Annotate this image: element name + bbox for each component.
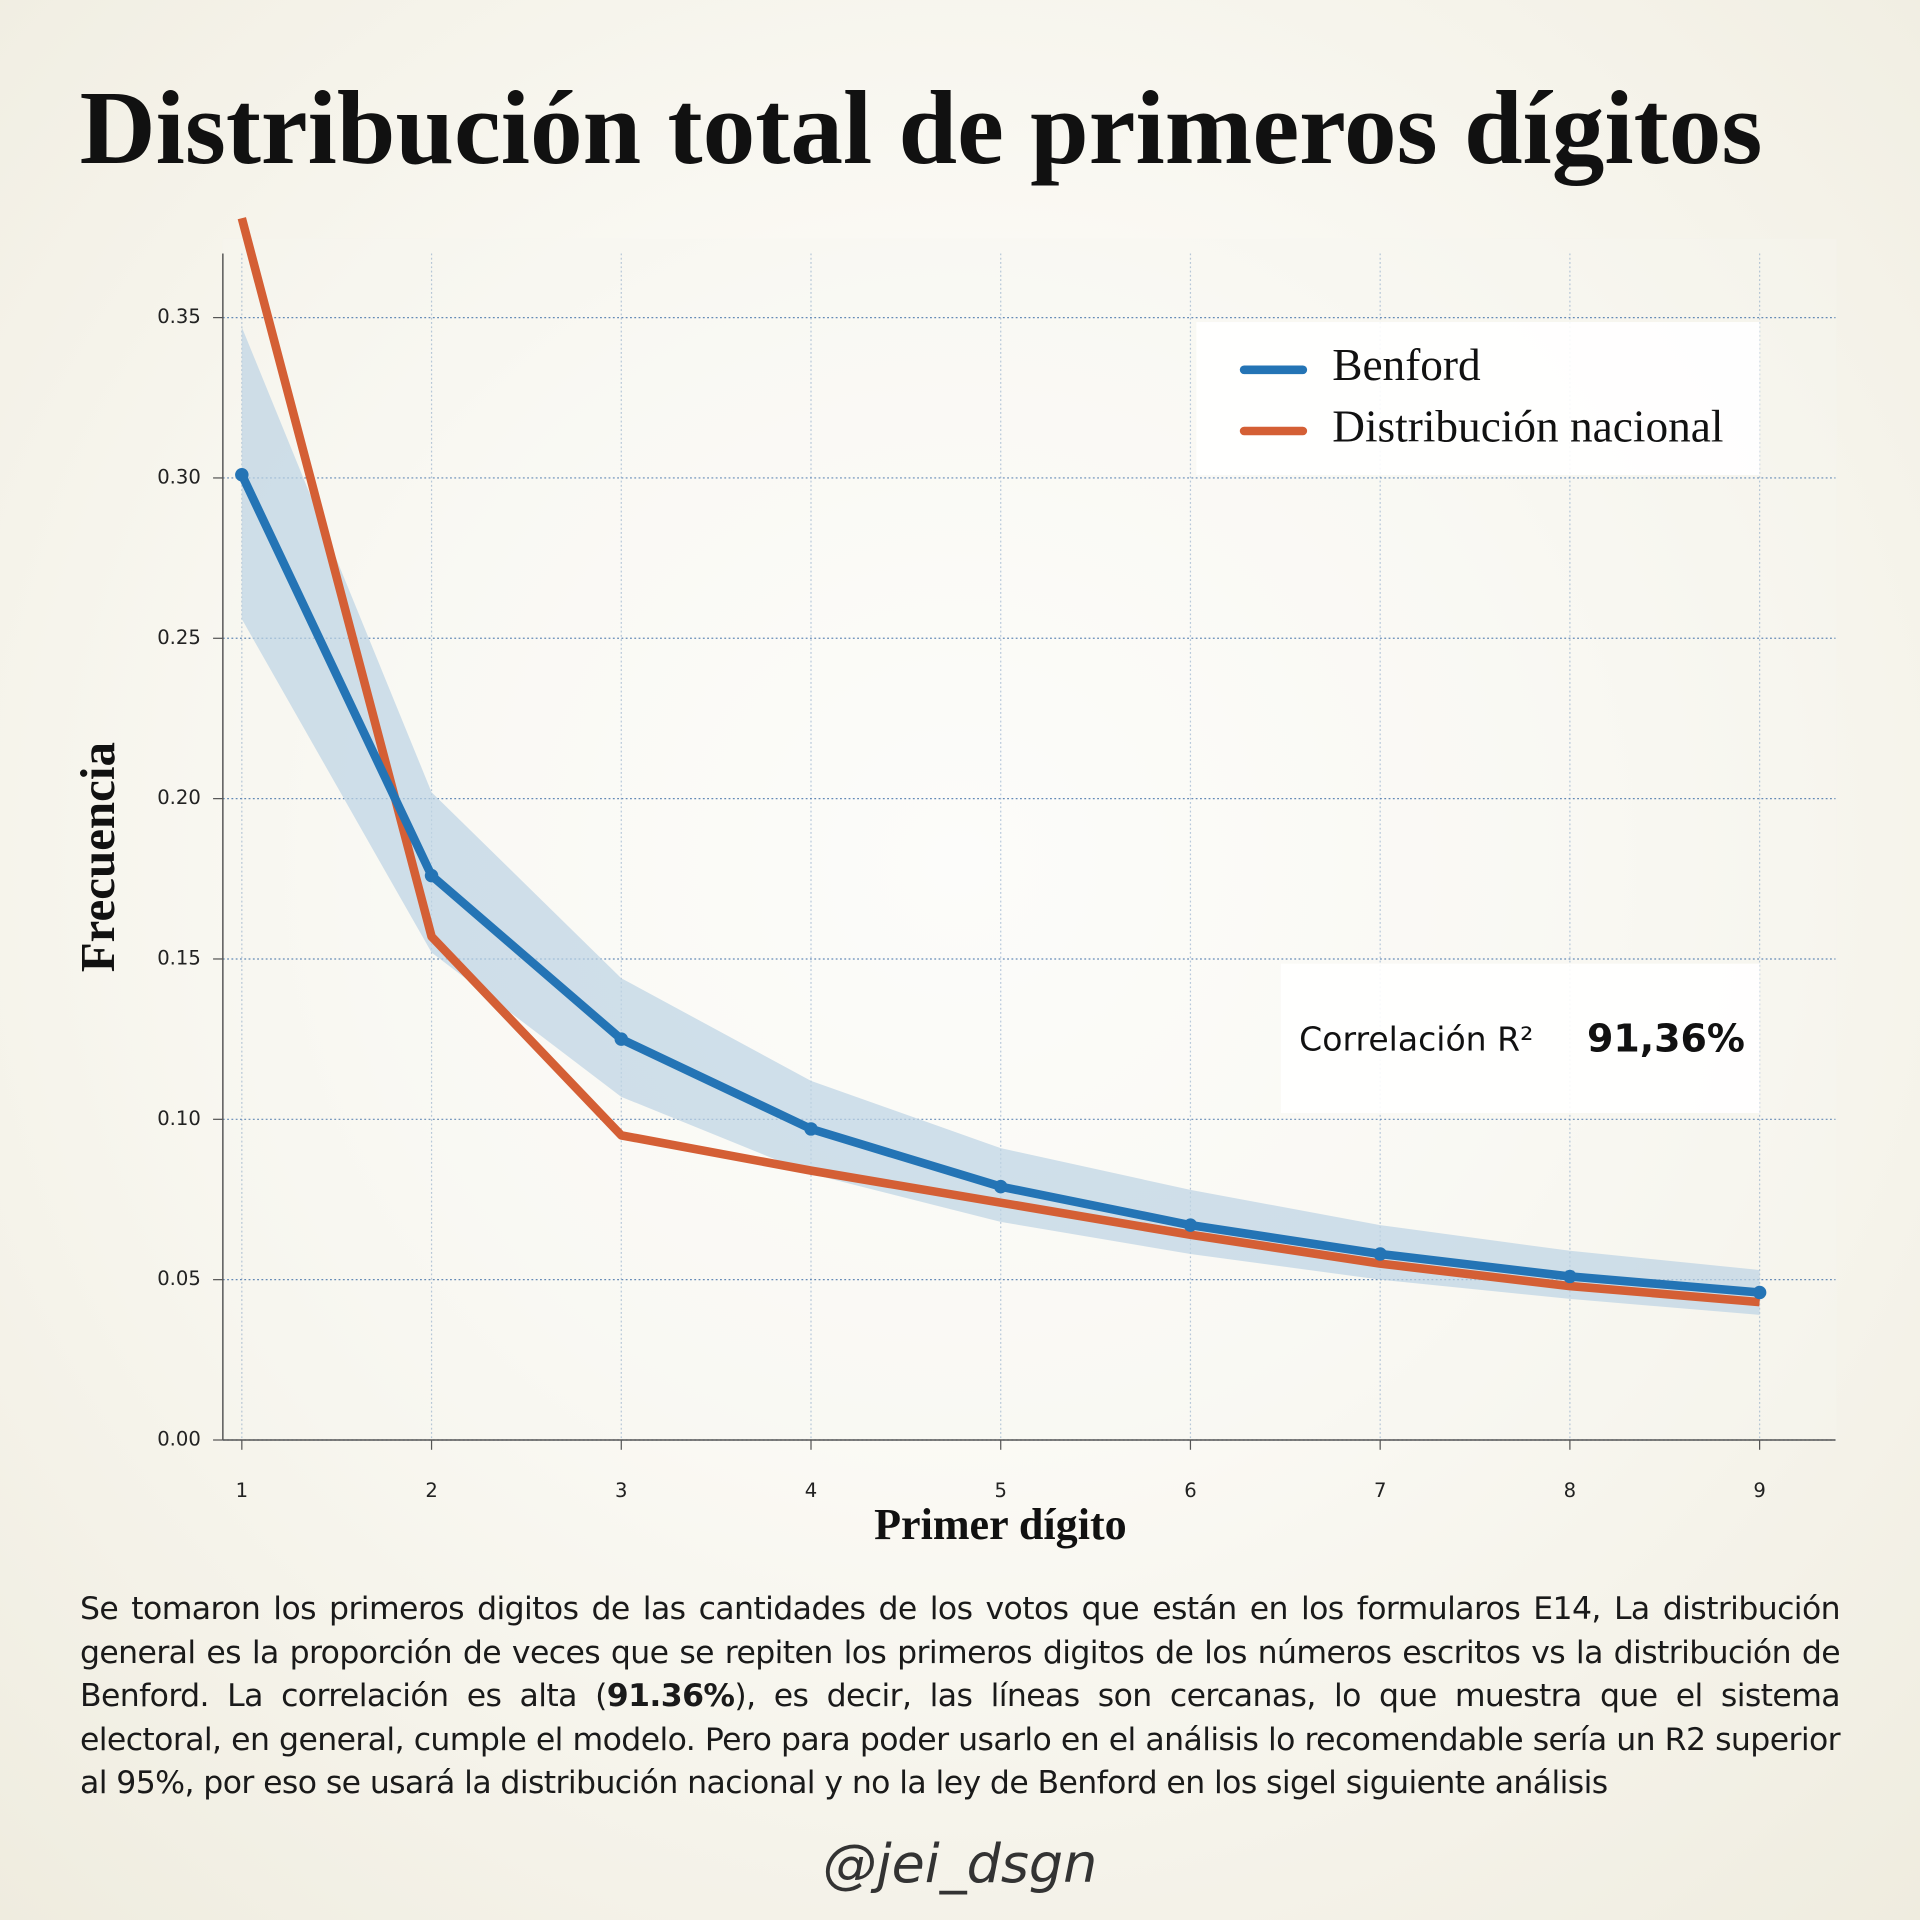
series-line bbox=[237, 217, 1760, 1307]
note-text: Se tomaron los primeros digitos de las c… bbox=[80, 1591, 1841, 1714]
legend-label: Benford bbox=[1332, 340, 1481, 390]
y-tick-label: 0.00 bbox=[157, 1428, 201, 1451]
y-axis-title: Frecuencia bbox=[70, 742, 125, 972]
y-tick-label: 0.25 bbox=[157, 626, 201, 649]
point bbox=[235, 468, 249, 482]
x-axis-title: Primer dígito bbox=[874, 1500, 1127, 1549]
y-tick-label: 0.15 bbox=[157, 946, 201, 969]
x-tick-label: 5 bbox=[994, 1479, 1006, 1502]
point bbox=[1183, 1218, 1198, 1232]
x-tick-label: 2 bbox=[425, 1479, 437, 1502]
x-tick-label: 1 bbox=[236, 1479, 248, 1502]
note: Se tomaron los primeros digitos de las c… bbox=[80, 1588, 1841, 1806]
y-tick-label: 0.30 bbox=[157, 465, 201, 488]
point bbox=[424, 868, 439, 883]
note-text: ), es decir, las líneas son cercanas, lo… bbox=[80, 1678, 1841, 1801]
annotation-box bbox=[1280, 963, 1760, 1114]
confidence-band bbox=[241, 327, 1760, 1315]
annotation-value: 91,36% bbox=[1587, 1016, 1745, 1060]
legend-label: Distribución nacional bbox=[1332, 401, 1723, 451]
point bbox=[1752, 1285, 1767, 1300]
point bbox=[804, 1122, 818, 1136]
chart-title: Distribución total de primeros dígitos bbox=[80, 69, 1763, 186]
x-tick-label: 4 bbox=[805, 1479, 817, 1502]
y-tick-label: 0.10 bbox=[157, 1107, 201, 1130]
x-tick-label: 3 bbox=[615, 1479, 627, 1502]
y-tick-label: 0.20 bbox=[157, 786, 201, 809]
x-tick-label: 9 bbox=[1753, 1479, 1765, 1502]
point bbox=[614, 1032, 629, 1046]
footer: @jei_dsgn bbox=[823, 1832, 1097, 1895]
x-tick-label: 8 bbox=[1564, 1479, 1576, 1502]
note-bold: 91.36% bbox=[606, 1678, 735, 1714]
annotation-label: Correlación R² bbox=[1299, 1019, 1533, 1058]
x-tick-label: 7 bbox=[1374, 1479, 1386, 1502]
point bbox=[993, 1179, 1008, 1194]
legend: Benford Distribución nacional bbox=[1196, 322, 1760, 476]
y-tick-label: 0.05 bbox=[157, 1267, 201, 1290]
point bbox=[1373, 1247, 1387, 1261]
x-tick-label: 6 bbox=[1184, 1479, 1196, 1502]
legend-box bbox=[1196, 322, 1760, 476]
y-tick-label: 0.35 bbox=[157, 305, 201, 328]
point bbox=[1563, 1269, 1577, 1284]
marks bbox=[235, 217, 1767, 1315]
